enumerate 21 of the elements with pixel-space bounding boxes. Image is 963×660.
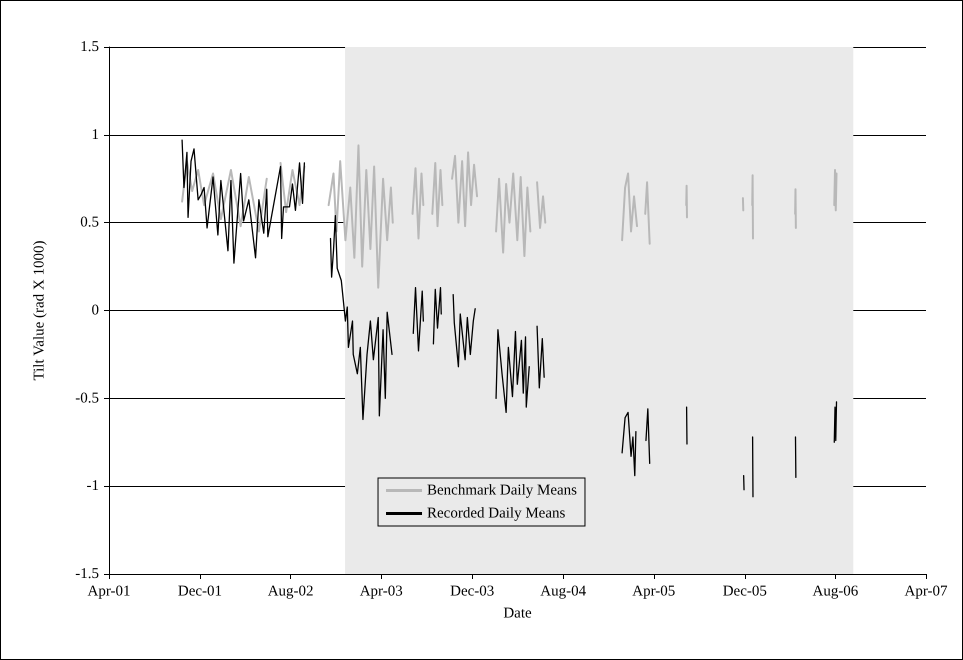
y-tick-label: -1.5 — [75, 566, 99, 582]
y-tick-label: 0.5 — [80, 214, 99, 231]
y-tick-label: 1.5 — [80, 39, 99, 55]
y-tick-label: -1 — [86, 478, 99, 494]
x-tick-label: Dec-05 — [722, 584, 767, 600]
x-tick-label: Aug-04 — [540, 584, 587, 600]
legend-label: Recorded Daily Means — [427, 506, 566, 522]
x-tick-label: Apr-07 — [904, 584, 948, 600]
x-tick-label: Apr-01 — [87, 584, 131, 600]
x-tick-label: Aug-06 — [812, 584, 859, 600]
y-tick-label: -0.5 — [75, 390, 99, 406]
y-axis-title: Tilt Value (rad X 1000) — [32, 240, 48, 380]
x-tick-label: Dec-03 — [450, 584, 494, 600]
x-tick-label: Apr-03 — [360, 584, 403, 600]
legend-label: Benchmark Daily Means — [427, 482, 578, 498]
x-tick-label: Dec-01 — [178, 584, 222, 600]
x-tick-label: Aug-02 — [268, 584, 314, 600]
x-axis-title: Date — [503, 606, 532, 622]
y-tick-label: 0 — [92, 302, 99, 318]
x-tick-label: Apr-05 — [632, 584, 676, 600]
y-tick-label: 1 — [92, 126, 99, 143]
